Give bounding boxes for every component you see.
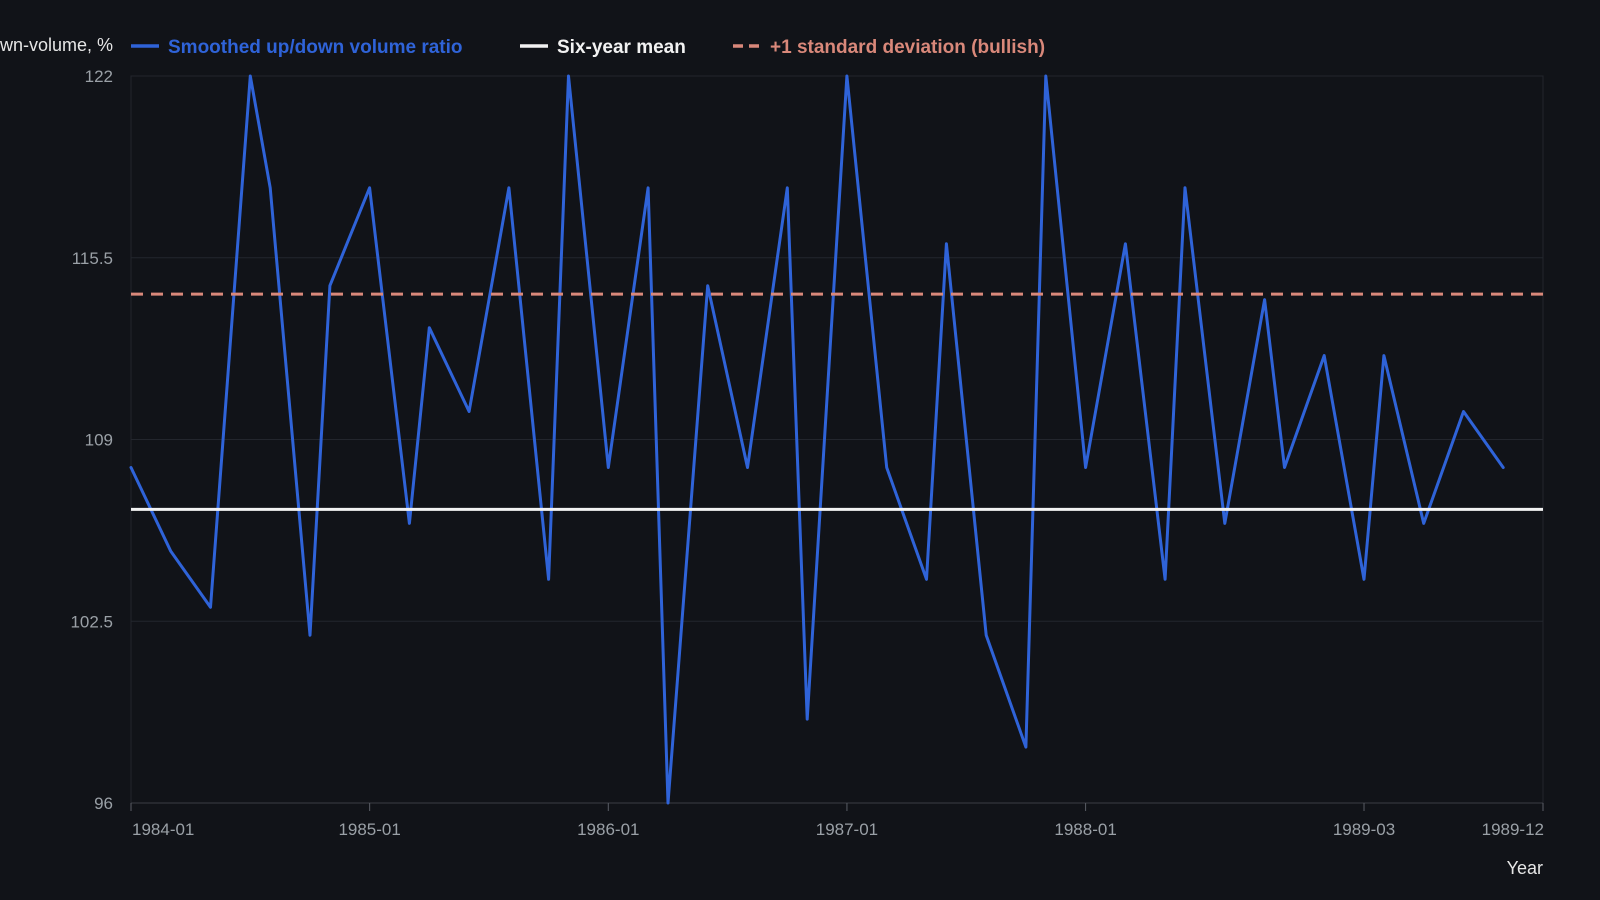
x-tick-label: 1985-01 [338, 820, 400, 839]
y-tick-label: 102.5 [70, 612, 113, 631]
legend: Smoothed up/down volume ratio Six-year me… [131, 37, 1045, 58]
x-tick-label: 1989-12 [1482, 820, 1544, 839]
series-line-updown-ratio [129, 74, 1505, 805]
x-axis-ticks: 1984-01 1985-01 1986-01 1987-01 1988-01 1989-… [130, 803, 1544, 839]
legend-label: Six-year mean [557, 37, 686, 58]
x-tick-label: 1989-03 [1333, 820, 1395, 839]
x-tick-label: 1988-01 [1054, 820, 1116, 839]
grid [130, 75, 1544, 804]
x-tick-label: 1984-01 [132, 820, 194, 839]
series-lines [129, 74, 1543, 805]
y-tick-label: 115.5 [72, 249, 113, 268]
x-tick-label: 1986-01 [577, 820, 639, 839]
y-tick-label: 109 [85, 431, 113, 450]
y-tick-label: 96 [94, 794, 113, 813]
legend-label: Smoothed up/down volume ratio [168, 37, 463, 58]
y-axis-title: Up/down-volume, % [0, 35, 113, 55]
y-axis-ticks: 96 102.5 109 115.5 122 [70, 67, 113, 813]
y-tick-label: 122 [85, 67, 113, 86]
x-tick-label: 1987-01 [816, 820, 878, 839]
legend-label: +1 standard deviation (bullish) [770, 37, 1045, 58]
x-axis-title: Year [1507, 858, 1543, 878]
